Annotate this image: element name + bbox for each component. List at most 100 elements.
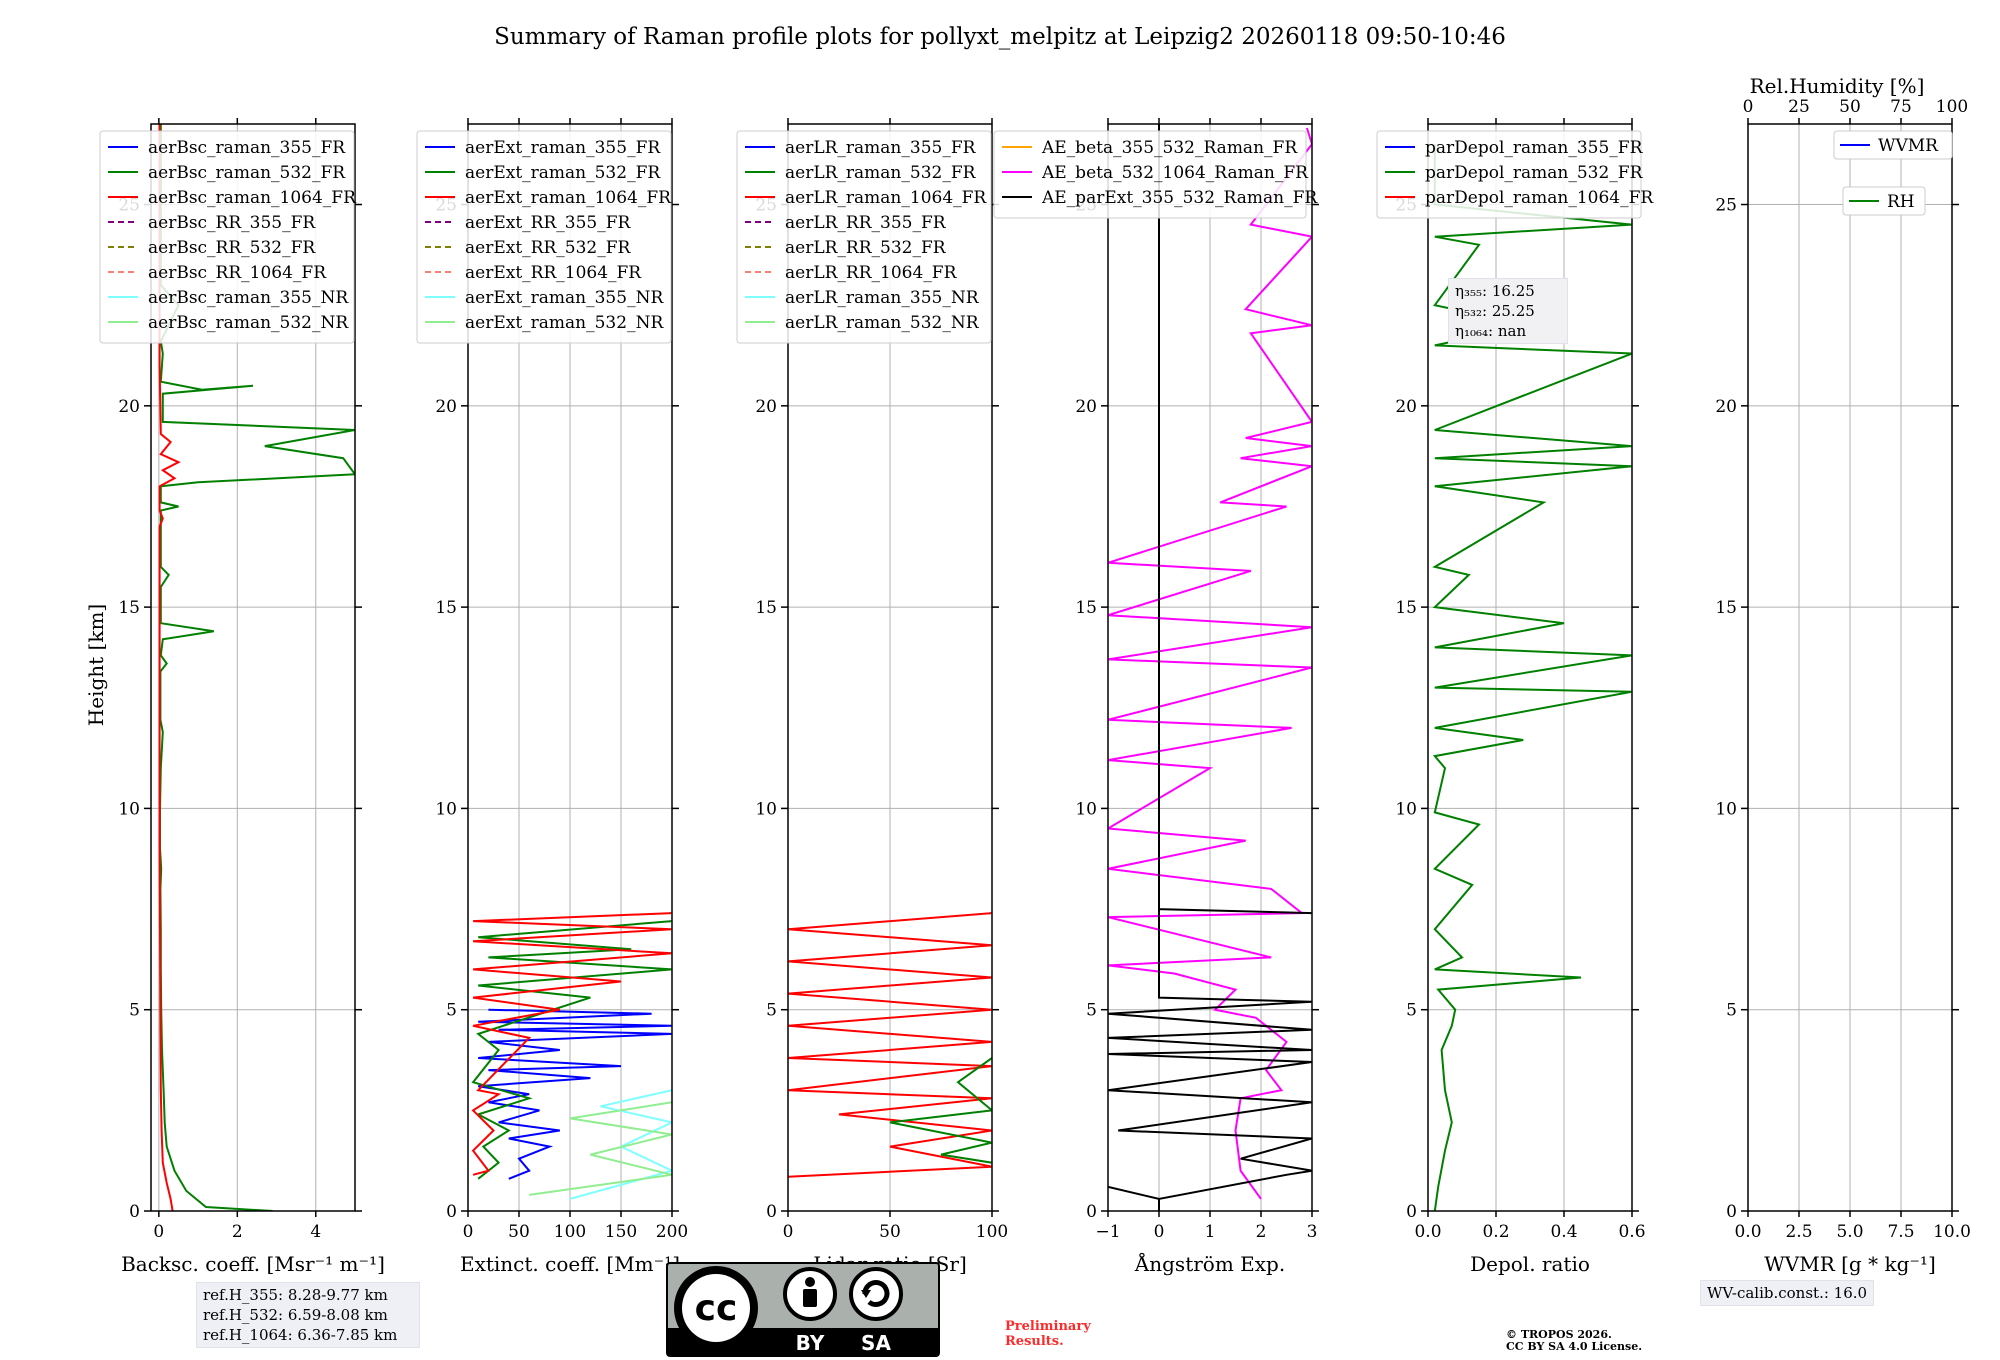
legend-label: aerLR_RR_1064_FR	[785, 263, 958, 283]
x-tick-label: 7.5	[1887, 1222, 1914, 1242]
series-group	[788, 912, 992, 1178]
legend-label: parDepol_raman_355_FR	[1425, 138, 1644, 158]
legend-label: aerBsc_raman_1064_FR	[148, 188, 357, 208]
y-tick-label: 25	[1715, 196, 1737, 216]
legend-label: parDepol_raman_532_FR	[1425, 163, 1644, 183]
legend-box	[1842, 186, 1926, 216]
x-tick-label: 5.0	[1836, 1222, 1863, 1242]
wv-calibration-text: WV-calib.const.: 16.0	[1707, 1284, 1868, 1302]
y-tick-label: 5	[446, 1001, 457, 1021]
legend-label: aerLR_raman_355_FR	[785, 138, 977, 158]
panel-angstrom: −101230510152025Ångström Exp.AE_beta_355…	[993, 118, 1319, 1276]
x-tick-label: 0.0	[1414, 1222, 1441, 1242]
panel-lidar_ratio: 0501000510152025Lidar ratio [Sr]aerLR_ra…	[736, 118, 1008, 1276]
legend-label: aerLR_raman_355_NR	[785, 288, 980, 308]
y-tick-label: 0	[129, 1202, 140, 1222]
x-axis-label: Ångström Exp.	[1134, 1251, 1285, 1276]
figure-title: Summary of Raman profile plots for polly…	[494, 24, 1506, 50]
rh-tick-label: 25	[1788, 97, 1810, 117]
axes-frame	[1427, 123, 1633, 1212]
legend-label: RH	[1887, 192, 1915, 212]
ref-height-532: ref.H_532: 6.59-8.08 km	[203, 1306, 388, 1324]
x-tick-label: 2	[1256, 1222, 1267, 1242]
x-tick-label: 2	[232, 1222, 243, 1242]
legend-label: aerBsc_raman_355_NR	[148, 288, 349, 308]
legend-label: aerExt_raman_355_NR	[465, 288, 664, 308]
x-axis-label: Extinct. coeff. [Mm⁻¹]	[460, 1252, 680, 1276]
series-line-AE_parExt_355_532_Raman_FR	[1108, 124, 1312, 1211]
legend-label: AE_parExt_355_532_Raman_FR	[1041, 188, 1318, 208]
x-tick-label: 0	[463, 1222, 474, 1242]
y-tick-label: 0	[446, 1202, 457, 1222]
x-tick-label: 150	[605, 1222, 637, 1242]
x-tick-label: 2.5	[1785, 1222, 1812, 1242]
panel-extinction: 0501001502000510152025Extinct. coeff. [M…	[416, 118, 688, 1276]
wv-calibration-box: WV-calib.const.: 16.0	[1700, 1280, 1875, 1306]
series-line-aerBsc_raman_1064_FR	[158, 124, 181, 1211]
x-tick-label: 0.0	[1734, 1222, 1761, 1242]
legend-label: aerBsc_RR_1064_FR	[148, 263, 327, 283]
rh-axis-label: Rel.Humidity [%]	[1750, 74, 1925, 98]
series-line-aerExt_raman_355_FR	[478, 1008, 672, 1180]
series-group	[158, 124, 355, 1211]
legend-label: aerBsc_RR_355_FR	[148, 213, 316, 233]
series-line-aerBsc_raman_532_FR	[159, 124, 355, 1211]
x-tick-label: 100	[976, 1222, 1008, 1242]
x-tick-label: 0.6	[1618, 1222, 1645, 1242]
svg-text:cc: cc	[695, 1288, 738, 1329]
legend-label: parDepol_raman_1064_FR	[1425, 188, 1654, 208]
legend-label: aerLR_raman_532_FR	[785, 163, 977, 183]
y-tick-label: 15	[1075, 598, 1097, 618]
legend-label: aerLR_RR_532_FR	[785, 238, 947, 258]
eta-annotation-box: η₃₅₅: 16.25 η₅₃₂: 25.25 η₁₀₆₄: nan	[1448, 278, 1568, 344]
preliminary-line-1: Preliminary	[1005, 1319, 1091, 1334]
y-tick-label: 0	[1726, 1202, 1737, 1222]
eta-355: η₃₅₅: 16.25	[1455, 282, 1535, 300]
legend-label: aerExt_RR_355_FR	[465, 213, 631, 233]
legend-label: aerBsc_raman_532_FR	[148, 163, 346, 183]
legend-label: AE_beta_355_532_Raman_FR	[1041, 138, 1298, 158]
legend-box	[99, 130, 355, 344]
panel-depolarization: 0.00.20.40.60510152025Depol. ratioparDep…	[1376, 118, 1654, 1276]
license-by: BY	[796, 1331, 825, 1355]
y-tick-label: 0	[1086, 1202, 1097, 1222]
x-tick-label: 3	[1307, 1222, 1318, 1242]
license-sa: SA	[861, 1331, 891, 1355]
legend-label: aerLR_RR_355_FR	[785, 213, 947, 233]
y-tick-label: 5	[1086, 1001, 1097, 1021]
y-tick-label: 5	[1726, 1001, 1737, 1021]
y-tick-label: 10	[1395, 799, 1417, 819]
legend-box	[1833, 130, 1953, 160]
y-tick-label: 10	[1075, 799, 1097, 819]
y-tick-label: 5	[129, 1001, 140, 1021]
legend-label: aerBsc_RR_532_FR	[148, 238, 316, 258]
ref-height-1064: ref.H_1064: 6.36-7.85 km	[203, 1326, 398, 1344]
legend-box	[416, 130, 672, 344]
axes-frame	[1107, 123, 1313, 1212]
x-tick-label: 200	[656, 1222, 688, 1242]
rh-tick-label: 50	[1839, 97, 1861, 117]
legend-label: AE_beta_532_1064_Raman_FR	[1041, 163, 1309, 183]
x-tick-label: −1	[1095, 1222, 1120, 1242]
y-tick-label: 15	[118, 598, 140, 618]
axes-frame	[467, 123, 673, 1212]
legend: aerLR_raman_355_FR aerLR_raman_532_FR aerL…	[736, 130, 992, 344]
x-tick-label: 0	[153, 1222, 164, 1242]
x-tick-label: 0	[1154, 1222, 1165, 1242]
y-axis-label: Height [km]	[84, 604, 108, 726]
y-tick-label: 10	[755, 799, 777, 819]
y-tick-label: 15	[1395, 598, 1417, 618]
y-tick-label: 5	[1406, 1001, 1417, 1021]
copyright-note: © TROPOS 2026. CC BY SA 4.0 License.	[1506, 1329, 1686, 1353]
legend-label: aerExt_raman_1064_FR	[465, 188, 672, 208]
panel-wvmr_rh: 0.0 2.5 5.0 7.5 10.0 0 5 10 15 20 25 0 25 50 75 100 WVMR…	[1715, 97, 1971, 1276]
y-tick-label: 10	[118, 799, 140, 819]
legend-box	[1376, 130, 1642, 219]
series-group	[1108, 124, 1312, 1211]
legend: aerExt_raman_355_FR aerExt_raman_532_FRae…	[416, 130, 672, 344]
y-tick-label: 20	[1395, 397, 1417, 417]
x-tick-label: 50	[879, 1222, 901, 1242]
series-line-aerLR_raman_1064_FR	[788, 912, 992, 1178]
series-line-aerExt_raman_1064_FR	[471, 912, 672, 1176]
axes-frame	[1747, 123, 1953, 1212]
